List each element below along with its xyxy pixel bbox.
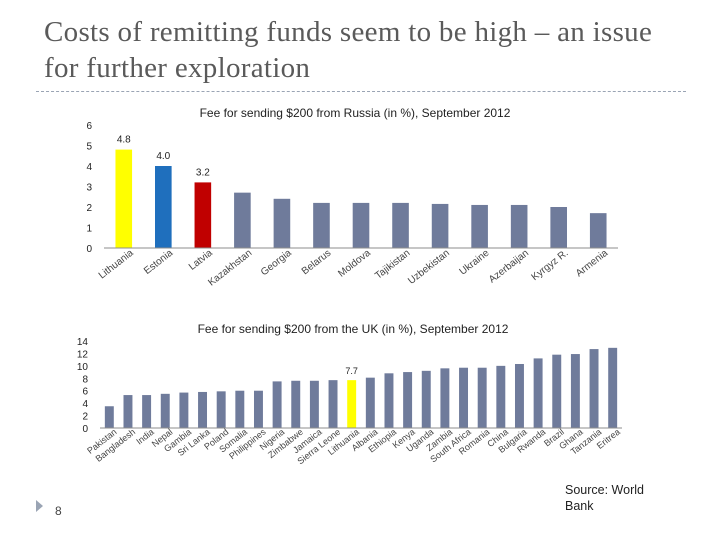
page-marker-icon <box>36 500 43 512</box>
uk-bar <box>328 380 338 428</box>
chart-uk-title: Fee for sending $200 from the UK (in %),… <box>198 322 509 336</box>
russia-data-label: 4.8 <box>117 135 131 146</box>
russia-ytick-label: 5 <box>86 142 92 153</box>
russia-bar <box>313 202 330 248</box>
uk-bar <box>104 406 114 428</box>
uk-bar <box>216 391 226 428</box>
uk-bar <box>477 367 487 428</box>
russia-ytick-label: 4 <box>86 162 92 173</box>
uk-bar <box>459 367 469 428</box>
uk-data-label: 7.7 <box>345 366 358 376</box>
uk-bar <box>179 392 189 428</box>
uk-bar <box>272 381 282 428</box>
uk-ytick-label: 2 <box>82 412 88 423</box>
uk-bar <box>123 395 133 428</box>
uk-bar <box>570 354 580 428</box>
russia-bar <box>234 192 251 248</box>
uk-bar <box>384 373 394 428</box>
uk-ytick-label: 0 <box>82 424 88 435</box>
russia-bar <box>471 204 488 248</box>
uk-bar <box>514 363 524 428</box>
russia-bar <box>392 202 409 248</box>
uk-ytick-label: 8 <box>82 374 88 385</box>
uk-bar <box>309 380 319 428</box>
russia-bar <box>194 182 212 248</box>
russia-bar <box>431 203 449 248</box>
uk-bar <box>253 390 263 428</box>
uk-bar <box>291 380 301 428</box>
russia-bar <box>115 149 133 248</box>
russia-bar <box>155 166 172 248</box>
russia-bar <box>352 202 370 248</box>
uk-bar <box>235 390 245 428</box>
uk-bar <box>533 358 543 428</box>
uk-bar <box>142 395 152 428</box>
title-divider <box>36 91 686 92</box>
uk-ytick-label: 4 <box>82 399 88 410</box>
uk-bar <box>365 377 375 428</box>
russia-data-label: 3.2 <box>196 167 210 178</box>
uk-bar <box>552 354 562 428</box>
russia-bar <box>550 207 567 248</box>
uk-ytick-label: 10 <box>77 362 89 373</box>
uk-bar <box>160 393 170 428</box>
russia-bar <box>589 213 607 248</box>
page-number: 8 <box>55 504 62 518</box>
russia-ytick-label: 2 <box>86 203 92 214</box>
source-note: Source: World Bank <box>565 483 644 513</box>
uk-bar <box>403 372 413 428</box>
uk-ytick-label: 6 <box>82 387 88 398</box>
uk-bar <box>440 368 450 428</box>
uk-bar <box>589 349 599 428</box>
uk-bar <box>421 370 431 428</box>
russia-data-label: 4.0 <box>156 151 170 162</box>
uk-ytick-label: 14 <box>77 337 89 348</box>
uk-bar <box>496 365 506 428</box>
uk-ytick-label: 12 <box>77 349 89 360</box>
uk-bar <box>608 347 618 428</box>
russia-ytick-label: 3 <box>86 183 92 194</box>
russia-bar <box>273 198 291 248</box>
chart-russia-title: Fee for sending $200 from Russia (in %),… <box>200 106 511 120</box>
slide-title: Costs of remitting funds seem to be high… <box>44 16 653 84</box>
uk-bar <box>347 380 357 428</box>
uk-bar <box>198 391 208 428</box>
russia-ytick-label: 6 <box>86 121 92 132</box>
russia-bar <box>510 204 528 248</box>
russia-ytick-label: 1 <box>86 224 92 235</box>
russia-ytick-label: 0 <box>86 244 92 255</box>
